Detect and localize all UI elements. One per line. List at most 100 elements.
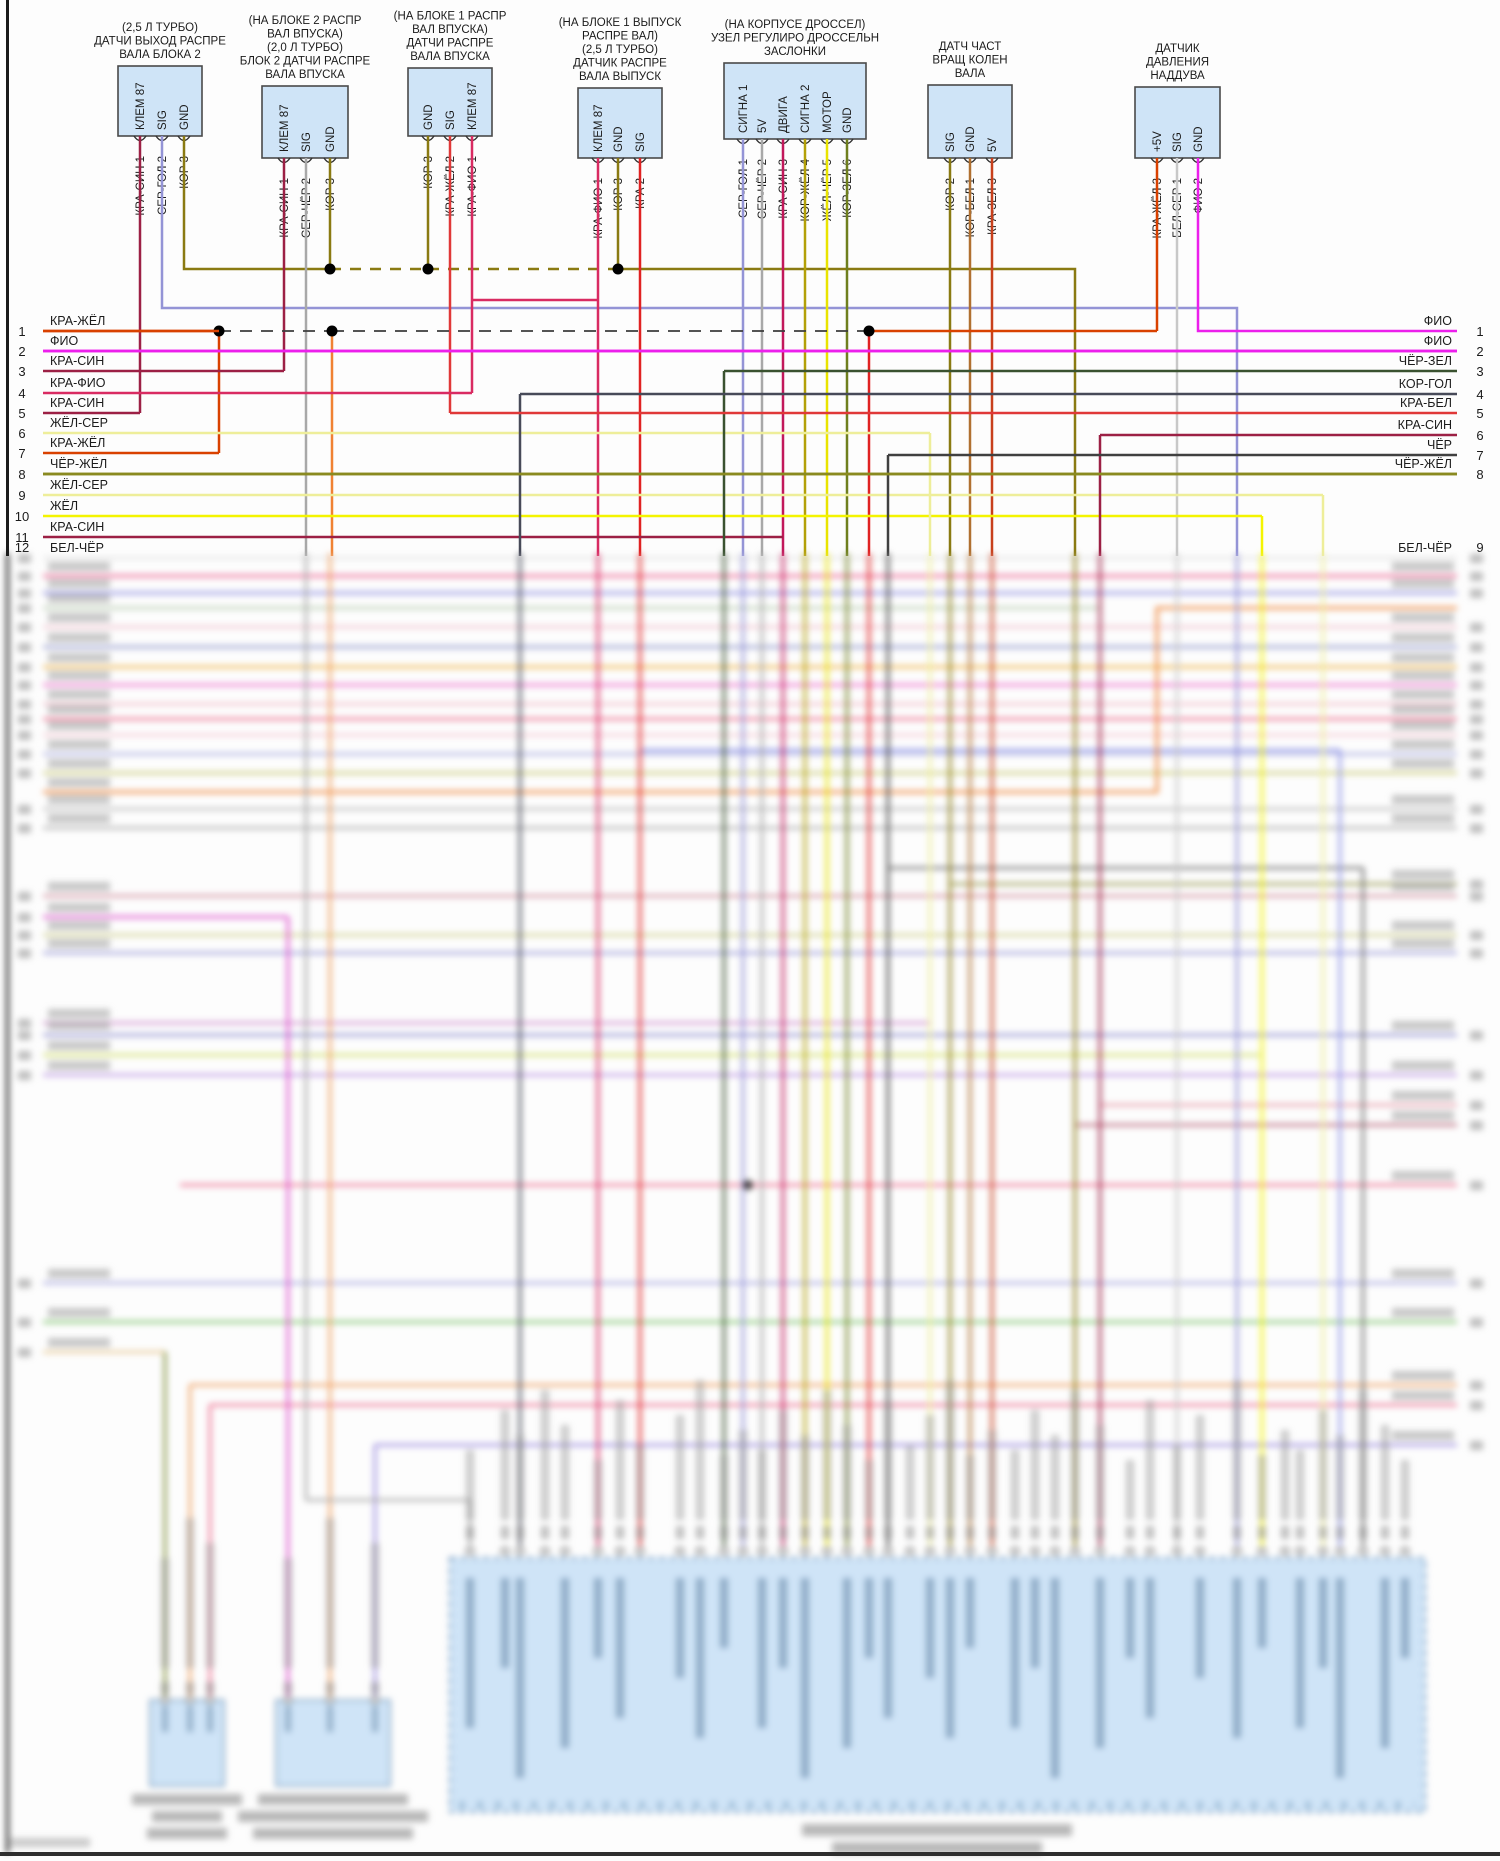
blurred-left-number xyxy=(18,1071,31,1080)
ecu-pin xyxy=(1280,1546,1290,1556)
blurred-wire-label xyxy=(516,1435,524,1520)
blurred-connector-caption xyxy=(152,1811,222,1822)
left-row-label: ЧЁР-ЖЁЛ xyxy=(50,457,107,471)
connector-header-line: УЗЕЛ РЕГУЛИРО ДРОССЕЛЬН xyxy=(711,33,879,45)
blurred-left-label xyxy=(48,721,110,730)
junction-dot xyxy=(324,263,336,275)
junction-dot xyxy=(422,263,434,275)
blurred-pin-number xyxy=(501,1526,509,1539)
ecu-pin xyxy=(695,1546,705,1556)
left-row-label: КРА-ЖЁЛ xyxy=(50,436,105,450)
connector-header-line: ВАЛА БЛОКА 2 xyxy=(119,49,201,61)
blurred-right-label xyxy=(1392,1091,1454,1100)
blurred-right-number xyxy=(1470,750,1483,759)
connector-pin xyxy=(160,1695,170,1705)
blurred-left-label xyxy=(48,1009,110,1018)
blurred-left-number xyxy=(18,913,31,922)
blurred-right-number xyxy=(1470,643,1483,652)
pin-label: GND xyxy=(423,104,435,130)
blurred-wire-label xyxy=(1359,1390,1367,1520)
blurred-right-label xyxy=(1392,814,1454,823)
blurred-ecu-pin-label xyxy=(884,1578,892,1718)
blurred-right-label xyxy=(1392,870,1454,879)
blurred-pin-number xyxy=(1071,1526,1079,1539)
blurred-connector-caption xyxy=(253,1828,413,1839)
blurred-wire-label xyxy=(1233,1380,1241,1520)
blurred-left-label xyxy=(48,1061,110,1070)
blurred-wire-label xyxy=(1011,1450,1019,1520)
left-row-number: 3 xyxy=(18,364,25,379)
blurred-left-label xyxy=(48,653,110,662)
right-row-label: КРА-БЕЛ xyxy=(1400,396,1452,410)
blurred-left-number xyxy=(18,1348,31,1357)
connector-header-line: ДАТЧИ ВЫХОД РАСПРЕ xyxy=(94,36,226,48)
blurred-pin-number xyxy=(906,1526,914,1539)
connector-header-line: (НА БЛОКЕ 2 РАСПР xyxy=(249,15,362,27)
blurred-wire-label xyxy=(1071,1390,1079,1520)
blurred-left-number xyxy=(18,805,31,814)
blurred-left-label xyxy=(48,633,110,642)
ecu-pin xyxy=(1358,1546,1368,1556)
blurred-left-label xyxy=(48,562,110,571)
blurred-wire-label xyxy=(946,1380,954,1520)
blurred-pin-number xyxy=(1296,1526,1304,1539)
right-row-label: ЧЁР-ЗЕЛ xyxy=(1399,354,1452,368)
page-left-border xyxy=(6,553,9,1853)
blurred-left-label xyxy=(48,921,110,930)
blurred-ecu-pin-label xyxy=(676,1578,684,1678)
connector-header-line: ЗАСЛОНКИ xyxy=(764,46,826,58)
blurred-right-label xyxy=(1392,1308,1454,1317)
sensor-connector-block: (НА КОРПУСЕ ДРОССЕЛ) УЗЕЛ РЕГУЛИРО ДРОССЕ… xyxy=(711,19,879,221)
blurred-pin-number xyxy=(1146,1526,1154,1539)
blurred-ecu-pin-label xyxy=(616,1578,624,1718)
blurred-left-number xyxy=(18,824,31,833)
blurred-ecu-pin-label xyxy=(1381,1578,1389,1748)
blurred-pin-number xyxy=(561,1526,569,1539)
blurred-pin-number xyxy=(1258,1526,1266,1539)
blurred-pin-number xyxy=(371,1682,379,1694)
blurred-left-number xyxy=(18,731,31,740)
blurred-pin-number xyxy=(594,1526,602,1539)
connector-header-line: ДАТЧИ РАСПРЕ xyxy=(407,38,494,50)
connector-box xyxy=(927,84,1013,159)
junction-dot xyxy=(863,325,875,337)
blurred-connector-caption xyxy=(238,1811,428,1822)
ecu-pin xyxy=(965,1546,975,1556)
blurred-wire-label xyxy=(823,1390,831,1520)
blurred-wire-label xyxy=(1401,1460,1409,1520)
left-row-number: 5 xyxy=(18,406,25,421)
pin-label: СИГНА 1 xyxy=(738,85,750,133)
blurred-pin-number xyxy=(988,1526,996,1539)
blurred-wire-label xyxy=(843,1425,851,1520)
connector-pin xyxy=(370,1695,380,1705)
ecu-pin xyxy=(1335,1546,1345,1556)
pin-label: GND xyxy=(613,126,625,152)
blurred-pin-number xyxy=(801,1526,809,1539)
connector-box xyxy=(723,62,867,140)
blurred-pin-number xyxy=(739,1526,747,1539)
blurred-left-number xyxy=(18,715,31,724)
blurred-wire-label xyxy=(1319,1410,1327,1520)
pin-label: КЛЕМ 87 xyxy=(279,105,291,152)
left-row-number: 9 xyxy=(18,488,25,503)
blurred-left-number xyxy=(18,681,31,690)
right-row-label: ЧЁР-ЖЁЛ xyxy=(1395,457,1452,471)
blurred-wire-label xyxy=(284,1558,292,1668)
ecu-pin xyxy=(1030,1546,1040,1556)
blurred-left-number xyxy=(18,1318,31,1327)
blurred-left-number xyxy=(18,572,31,581)
blurred-pin-number xyxy=(326,1682,334,1694)
pin-label: ДВИГА xyxy=(778,96,790,133)
wire xyxy=(1196,158,1457,333)
blurred-ecu-pin-label xyxy=(843,1578,851,1748)
blurred-right-number xyxy=(1470,681,1483,690)
connector-header-line: ВАЛА ВПУСКА xyxy=(265,69,345,81)
connector-header-line: ВРАЩ КОЛЕН xyxy=(932,55,1007,67)
blurred-wire-label xyxy=(966,1455,974,1520)
blurred-left-number xyxy=(18,663,31,672)
blurred-wire-label xyxy=(594,1460,602,1520)
blurred-ecu-pin-label xyxy=(758,1578,766,1728)
ecu-pin xyxy=(1195,1546,1205,1556)
